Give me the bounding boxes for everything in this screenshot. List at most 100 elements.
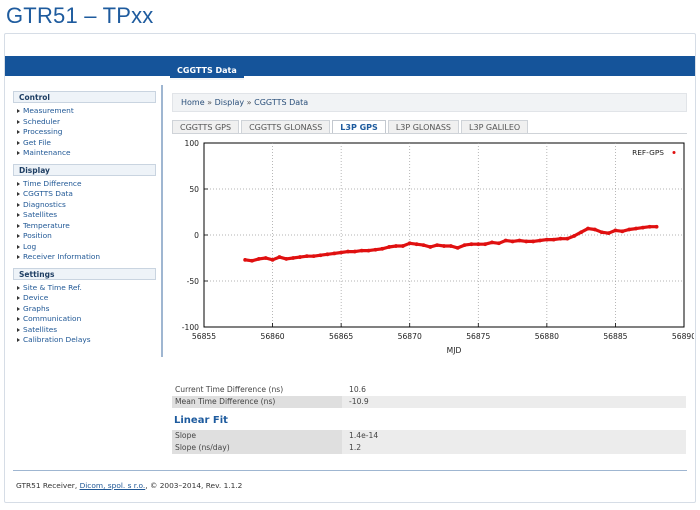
y-tick-label: 100 [185, 139, 200, 148]
sidebar-item[interactable]: Receiver Information [17, 252, 156, 263]
legend-marker [672, 151, 676, 154]
constellation-tabs: CGGTTS GPS CGGTTS GLONASS L3P GPS L3P GLONA… [172, 120, 529, 134]
breadcrumb-current: CGGTTS Data [254, 98, 309, 107]
data-point [640, 225, 645, 230]
sidebar-item[interactable]: Scheduler [17, 117, 156, 128]
data-point [483, 242, 488, 247]
page-tab-cggtts-data[interactable]: CGGTTS Data [170, 60, 244, 80]
stat-row-current: Current Time Difference (ns) 10.6 [172, 384, 686, 396]
data-point [586, 226, 590, 231]
time-difference-chart: 56855 56860 56865 56870 56875 56880 56885 56890… [182, 139, 694, 355]
data-point [620, 229, 625, 234]
sidebar-item[interactable]: Temperature [17, 221, 156, 232]
sidebar-item[interactable]: Get File [17, 138, 156, 149]
sidebar-item[interactable]: Log [17, 242, 156, 253]
data-point [414, 242, 419, 247]
sidebar-item[interactable]: Position [17, 231, 156, 242]
sidebar-item[interactable]: Calibration Delays [17, 335, 156, 346]
data-point [284, 257, 289, 261]
data-point [400, 244, 405, 248]
data-point [263, 256, 268, 260]
stat-label: Mean Time Difference (ns) [172, 396, 342, 408]
breadcrumb-display[interactable]: Display [214, 98, 245, 107]
breadcrumb-home[interactable]: Home [181, 98, 205, 107]
footer: GTR51 Receiver, Dicom, spol. s r.o., © 2… [16, 481, 242, 490]
data-point [455, 245, 460, 250]
sidebar-item[interactable]: Satellites [17, 210, 156, 221]
sidebar-item[interactable]: Measurement [17, 106, 156, 117]
fit-row-slope: Slope 1.4e-14 [172, 430, 686, 442]
data-point [407, 241, 412, 246]
stat-label: Current Time Difference (ns) [175, 385, 284, 394]
data-point [496, 241, 501, 246]
sidebar-section-title: Control [13, 91, 156, 103]
x-tick-label: 56875 [466, 332, 490, 341]
x-tick-label: 56890 [672, 332, 694, 341]
data-point [387, 245, 392, 249]
data-point [558, 236, 563, 241]
x-tick-label: 56865 [329, 332, 353, 341]
data-point [291, 256, 296, 260]
data-point [298, 255, 302, 259]
data-point [359, 248, 364, 253]
data-point [531, 239, 536, 244]
x-tick-label: 56870 [398, 332, 422, 341]
tab-l3p-glonass[interactable]: L3P GLONASS [387, 120, 460, 134]
data-point [270, 257, 275, 262]
sidebar-item[interactable]: Graphs [17, 304, 156, 315]
sidebar-item[interactable]: Diagnostics [17, 200, 156, 211]
sidebar-item[interactable]: CGGTTS Data [17, 189, 156, 200]
tab-cggtts-gps[interactable]: CGGTTS GPS [172, 120, 240, 134]
sidebar: Control Measurement Scheduler Processing Get… [13, 91, 156, 351]
data-point [524, 239, 529, 244]
sidebar-item[interactable]: Time Difference [17, 179, 156, 190]
tab-cggtts-glonass[interactable]: CGGTTS GLONASS [241, 120, 331, 134]
x-tick-label: 56855 [192, 332, 216, 341]
breadcrumb-separator: » [246, 98, 252, 107]
fit-label: Slope [172, 430, 342, 442]
x-axis-label: MJD [447, 346, 462, 355]
app-title: GTR51 – TPxx [6, 3, 154, 28]
legend-label: REF-GPS [632, 148, 664, 157]
data-point [476, 242, 481, 247]
sidebar-item[interactable]: Processing [17, 127, 156, 138]
data-point [503, 238, 508, 243]
sidebar-item[interactable]: Site & Time Ref. [17, 283, 156, 294]
sidebar-item[interactable]: Satellites [17, 325, 156, 336]
stat-value: 10.6 [349, 385, 366, 394]
footer-divider [13, 470, 687, 471]
data-point [352, 249, 357, 254]
data-point [469, 242, 474, 247]
data-point [256, 257, 261, 261]
data-point [373, 247, 378, 252]
data-point [572, 234, 577, 238]
data-point [428, 245, 433, 249]
tab-l3p-gps[interactable]: L3P GPS [332, 120, 386, 134]
sidebar-item[interactable]: Device [17, 293, 156, 304]
data-point [448, 244, 453, 248]
data-point [613, 228, 618, 233]
data-point [250, 258, 254, 263]
data-point [318, 253, 323, 258]
sidebar-divider [161, 85, 163, 357]
fit-label: Slope (ns/day) [172, 442, 342, 454]
stat-value: -10.9 [349, 397, 369, 406]
top-nav-bar [5, 56, 695, 76]
sidebar-item[interactable]: Maintenance [17, 148, 156, 159]
data-point [579, 230, 584, 235]
sidebar-list: Measurement Scheduler Processing Get File Ma… [13, 106, 156, 159]
footer-suffix: , © 2003–2014, Rev. 1.1.2 [145, 481, 243, 490]
data-point [551, 237, 556, 242]
data-point [366, 248, 371, 253]
breadcrumb: Home » Display » CGGTTS Data [172, 93, 687, 112]
sidebar-item[interactable]: Communication [17, 314, 156, 325]
tab-l3p-galileo[interactable]: L3P GALILEO [461, 120, 529, 134]
company-link[interactable]: Dicom, spol. s r.o. [79, 481, 146, 490]
x-tick-label: 56885 [603, 332, 627, 341]
data-point [517, 238, 522, 243]
data-point [510, 239, 515, 244]
y-tick-label: -50 [187, 277, 200, 286]
data-point [346, 249, 350, 254]
fit-row-slope-per-day: Slope (ns/day) 1.2 [172, 442, 686, 454]
y-tick-label: 0 [194, 231, 199, 240]
